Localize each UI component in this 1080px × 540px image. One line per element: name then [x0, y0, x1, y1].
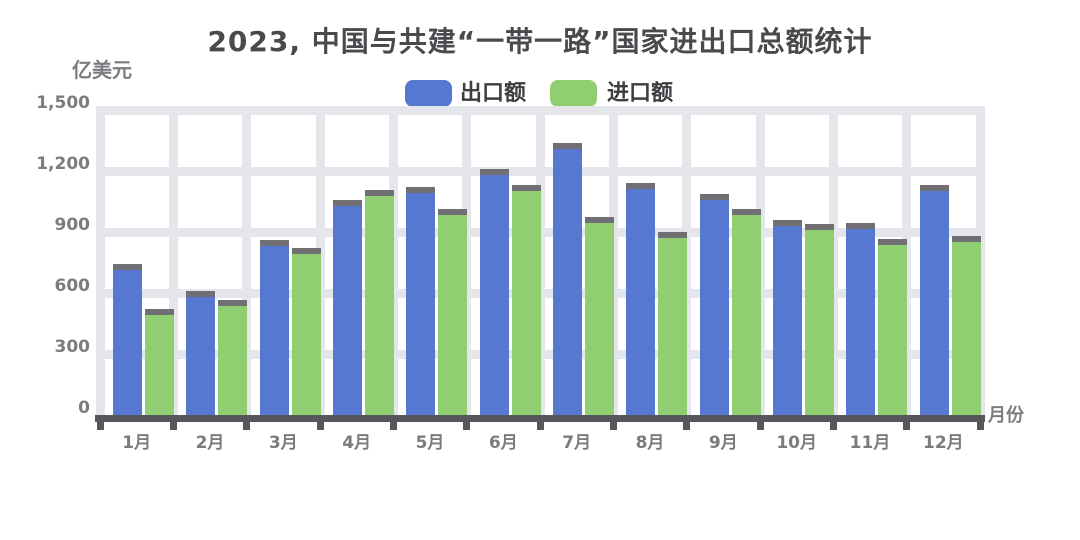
bar-top-cap [365, 190, 394, 197]
x-axis-unit-label: 月份 [988, 405, 1024, 426]
bar-top-cap [846, 222, 876, 229]
bar-top-cap [113, 263, 142, 270]
bar-进口额-4月 [365, 190, 394, 415]
x-axis-line [95, 415, 985, 422]
bar-出口额-10月 [773, 219, 802, 415]
x-axis-tick [683, 422, 691, 430]
x-tick-label: 10月 [776, 433, 817, 453]
x-tick-label: 2月 [195, 433, 225, 453]
bar-top-cap [438, 208, 468, 215]
bar-进口额-8月 [658, 232, 688, 415]
x-tick-label: 5月 [415, 433, 445, 453]
bar-top-cap [773, 219, 802, 226]
bar-出口额-8月 [626, 183, 656, 415]
legend: 出口额 进口额 [0, 80, 1080, 108]
legend-label-import: 进口额 [607, 81, 674, 106]
bar-top-cap [585, 216, 614, 223]
y-axis-unit-label: 亿美元 [72, 58, 132, 82]
x-axis-tick [756, 422, 764, 430]
bar-top-cap [919, 185, 949, 192]
bar-进口额-9月 [731, 208, 761, 415]
bar-进口额-3月 [291, 248, 321, 415]
bar-top-cap [658, 232, 688, 238]
bar-进口额-6月 [511, 185, 541, 415]
bar-出口额-11月 [846, 222, 876, 415]
x-tick-label: 3月 [268, 433, 298, 453]
x-axis-tick [976, 422, 984, 430]
x-tick-label: 7月 [562, 433, 592, 453]
bar-top-cap [626, 183, 656, 190]
bar-top-cap [145, 309, 174, 316]
x-tick-label: 11月 [849, 433, 891, 453]
bar-出口额-7月 [553, 142, 582, 415]
bar-出口额-6月 [479, 168, 509, 415]
bar-top-cap [878, 239, 908, 246]
bar-进口额-12月 [951, 236, 981, 415]
x-tick-label: 8月 [635, 433, 665, 453]
y-tick-label: 1,200 [36, 154, 90, 174]
bar-top-cap [951, 236, 981, 243]
x-axis-tick [316, 422, 324, 430]
bar-top-cap [259, 240, 289, 247]
bar-top-cap [291, 248, 321, 255]
bar-top-cap [333, 200, 362, 207]
x-axis-tick [169, 422, 177, 430]
y-tick-label: 0 [78, 398, 90, 418]
bar-top-cap [186, 290, 216, 297]
bar-出口额-2月 [186, 290, 216, 415]
x-tick-label: 9月 [708, 433, 738, 453]
bar-top-cap [805, 223, 834, 230]
bar-进口额-1月 [145, 309, 174, 415]
bar-top-cap [699, 194, 729, 201]
bar-top-cap [511, 185, 541, 192]
bar-出口额-1月 [113, 263, 142, 415]
y-tick-label: 1,500 [36, 93, 90, 113]
x-tick-label: 1月 [122, 433, 152, 453]
x-axis-tick [243, 422, 251, 430]
legend-swatch-export [405, 80, 452, 107]
bar-出口额-12月 [919, 185, 949, 415]
v-gridline [168, 105, 178, 415]
x-tick-label: 6月 [488, 433, 518, 453]
bar-top-cap [731, 208, 761, 215]
x-axis-tick [463, 422, 471, 430]
x-axis-tick [609, 422, 617, 430]
y-tick-label: 900 [54, 215, 91, 235]
x-tick-label: 4月 [342, 433, 372, 453]
chart-title: 2023, 中国与共建“一带一路”国家进出口总额统计 [207, 25, 873, 58]
legend-label-export: 出口额 [460, 81, 527, 106]
x-tick-label: 12月 [922, 433, 964, 453]
bar-进口额-10月 [805, 223, 834, 415]
bar-top-cap [406, 187, 436, 194]
bar-top-cap [479, 168, 509, 175]
v-gridline [242, 105, 252, 415]
bar-top-cap [553, 142, 582, 149]
bar-出口额-4月 [333, 200, 362, 415]
bar-出口额-9月 [699, 194, 729, 415]
x-axis-tick [903, 422, 911, 430]
y-tick-label: 300 [54, 337, 91, 357]
bar-top-cap [218, 300, 248, 307]
x-axis-tick [536, 422, 544, 430]
bar-进口额-11月 [878, 239, 908, 415]
x-axis-tick [389, 422, 397, 430]
x-axis-tick [96, 422, 104, 430]
bar-进口额-7月 [585, 216, 614, 415]
bar-出口额-3月 [259, 240, 289, 415]
x-axis-tick [829, 422, 837, 430]
legend-swatch-import [550, 80, 597, 107]
bar-进口额-2月 [218, 300, 248, 415]
v-gridline [95, 105, 105, 415]
bar-进口额-5月 [438, 208, 468, 415]
y-tick-label: 600 [54, 276, 91, 296]
bar-出口额-5月 [406, 187, 436, 415]
